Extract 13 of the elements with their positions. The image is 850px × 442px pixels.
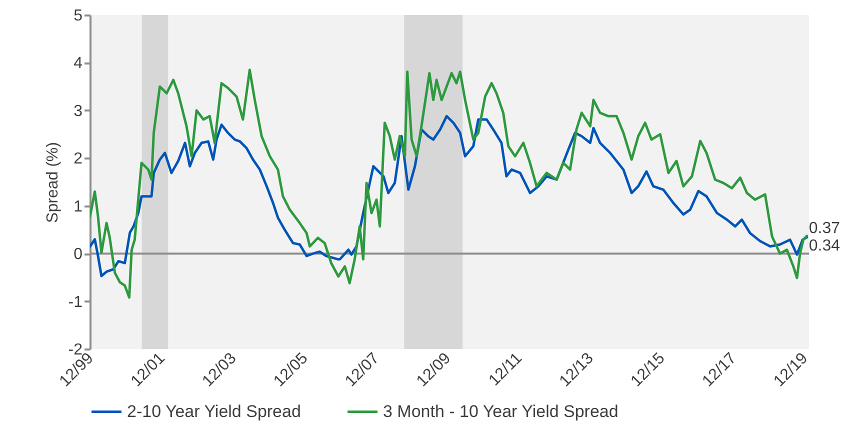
y-tick-label: 2	[74, 150, 83, 168]
y-tick-label: 0	[74, 246, 83, 264]
y-tick-label: 5	[74, 8, 83, 24]
y-tick-label: -1	[68, 294, 83, 311]
y-tick-label: 4	[74, 55, 83, 72]
annotation: 0.34	[808, 237, 840, 254]
y-axis-title: Spread (%)	[44, 142, 62, 223]
y-tick-label: 1	[74, 198, 83, 216]
annotation: 0.37	[808, 220, 840, 237]
y-tick-label: 3	[74, 102, 83, 120]
legend-label: 2-10 Year Yield Spread	[127, 402, 301, 421]
legend-label: 3 Month - 10 Year Yield Spread	[383, 402, 618, 421]
y-tick-label: -2	[68, 342, 83, 358]
